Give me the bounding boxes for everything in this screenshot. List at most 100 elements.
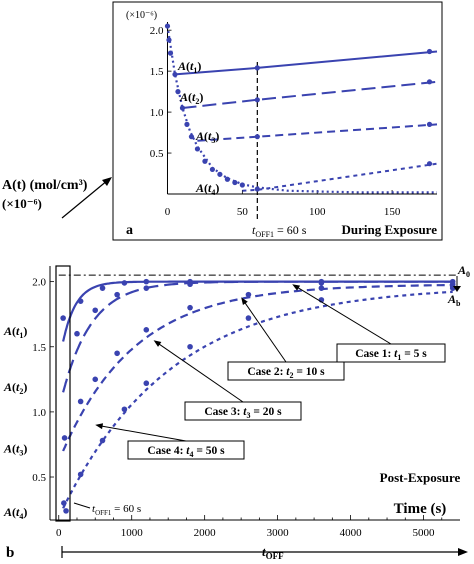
panel-b-x-tick-label: 1000 [121,527,144,539]
panel-a-data-point [239,182,245,188]
level-label: A(t2) [3,380,27,396]
panel-b-data-point [143,285,150,291]
panel-a-data-point [164,23,171,29]
panel-b-data-point [143,278,150,285]
panel-a-data-point [167,50,174,56]
panel-b-x-tick-label: 3000 [267,527,290,539]
panel-b-data-point [143,327,150,333]
case-callout-line [158,343,244,403]
panel-b-x-tick-label: 4000 [340,527,363,539]
panel-b-data-point [114,291,120,298]
case-callout-box [227,361,345,381]
panel-b-data-point [61,435,68,441]
case-callout-arrowhead [292,284,301,291]
panel-b-label: b [6,545,14,561]
panel-a-data-point [426,121,433,127]
panel-a-data-point [179,105,186,111]
panel-b-data-point [92,307,99,314]
toff1-pointer [73,502,91,509]
panel-a-toff1-label: tOFF1 = 60 s [252,223,307,239]
case-callout-line [297,286,392,345]
panel-b-plot: 0 1000 2000 3000 4000 5000 0.5 1.0 1.5 2.0 Case 1:… [32,266,460,539]
panel-a-data-point [426,161,433,167]
panel-a-data-point [254,186,260,192]
panel-b-series-1 [62,280,453,342]
case-callout-arrowhead [153,340,162,347]
panel-a-data-point [175,89,181,95]
panel-b-y-tick-label: 0.5 [32,472,46,484]
panel-b-toff1-label: tOFF1 = 60 s [92,503,141,517]
panel-b-data-point [187,304,193,311]
y-axis-label: A(t) (mol/cm³) [2,178,88,193]
level-label: A(t3) [3,441,27,457]
panel-a-data-point [172,71,178,78]
panel-a-data-point [232,179,238,186]
panel-b-x-tick-label: 5000 [413,527,436,539]
panel-b-data-point [61,500,67,506]
panel-a-x-tick-label: 150 [384,206,401,218]
case-callout-arrowhead [95,423,104,430]
panel-a-data-point [188,134,195,140]
panel-b-data-point [77,471,84,478]
panel-b-data-point [63,508,69,514]
panel-a-data-point [166,37,172,43]
panel-b-data-point [245,315,252,321]
case-callout-box [184,401,302,421]
case-callout-label: Case 3: t3 = 20 s [204,406,282,420]
case-callout-box [336,343,446,363]
panel-b-data-point [187,281,193,288]
level-label: A(t4) [3,505,27,521]
panel-a-y-tick-label: 1.5 [150,66,164,78]
panel-b-data-point [114,350,120,357]
case-callout-label: Case 4: t4 = 50 s [147,445,225,459]
level-label: A(t1) [3,324,27,340]
case-callout-arrowhead [241,297,248,306]
panel-a-y-tick-label: 2.0 [150,25,164,37]
panel-a-data-point [254,134,260,140]
case-callout-line [101,425,187,442]
panel-b-data-point [143,380,150,387]
panel-a-data-point [254,65,260,71]
panel-a-label-t2: A(t2) [179,90,203,106]
panel-b-data-point [74,330,80,337]
panel-a-data-point [224,176,230,182]
panel-a-x-tick-label: 100 [309,206,326,218]
panel-b-data-point [99,437,106,444]
panel-a-data-point [254,97,260,103]
panel-b-data-point [318,285,325,291]
panel-a-exponent-label: (×10⁻⁶) [126,10,157,21]
panel-a-label: a [126,223,133,238]
zoom-rectangle [55,265,71,522]
panel-b-data-point [99,285,106,291]
panel-a-label-t1: A(t1) [177,59,201,75]
panel-a-series-3 [197,123,438,142]
case-callout-box [127,440,245,460]
panel-a-data-point [217,171,223,177]
label-ab: Ab [447,292,461,308]
panel-a-data-point [194,146,201,152]
panel-b-y-tick-label: 2.0 [32,277,46,289]
case-callout-label: Case 1: t1 = 5 s [355,348,427,362]
case-callout-line [244,301,287,363]
panel-b-series-4 [62,290,453,509]
panel-b-data-point [121,406,128,413]
zoom-connector-arrowhead [102,177,112,186]
case-callout-label: Case 2: t2 = 10 s [247,366,325,380]
panel-b-data-point [318,280,325,286]
label-a0: A0 [457,263,470,279]
panel-b-data-point [245,291,252,298]
panel-a-x-tick-label: 0 [165,206,171,218]
panel-a-data-point [184,121,190,127]
toff-arrowhead [458,548,468,556]
zoom-connector [61,179,109,219]
panel-a-y-tick-label: 1.0 [150,107,164,119]
panel-a-label-t3: A(t3) [195,129,219,145]
panel-b-x-tick-label: 0 [56,527,62,539]
panel-a-y-tick-label: 0.5 [150,148,164,160]
panel-a-x-tick-label: 50 [237,206,249,218]
panel-b-y-tick-label: 1.5 [32,342,46,354]
panel-a-series-2 [182,80,438,109]
panel-b-data-point [77,398,84,405]
panel-b-data-point [77,298,84,304]
y-axis-exponent-label: (×10⁻⁶) [2,196,42,211]
